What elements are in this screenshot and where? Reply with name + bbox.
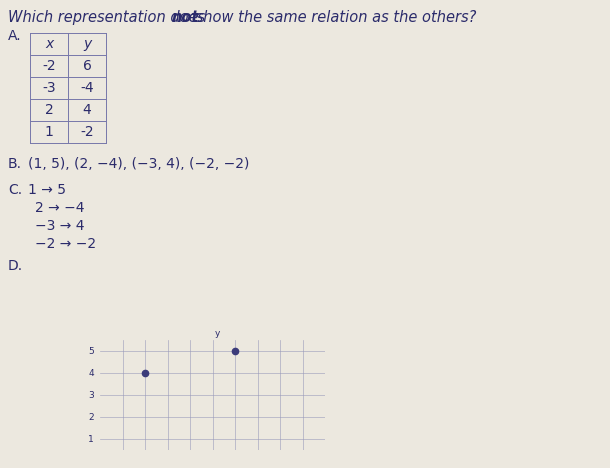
Text: 2: 2: [45, 103, 54, 117]
Text: D.: D.: [8, 259, 23, 273]
Text: x: x: [45, 37, 53, 51]
Text: 6: 6: [82, 59, 92, 73]
Text: -2: -2: [42, 59, 56, 73]
Text: C.: C.: [8, 183, 22, 197]
Text: 2 → −4: 2 → −4: [35, 201, 85, 215]
Text: 1: 1: [45, 125, 54, 139]
Text: B.: B.: [8, 157, 22, 171]
Text: −3 → 4: −3 → 4: [35, 219, 85, 233]
Text: 4: 4: [82, 103, 92, 117]
Text: -4: -4: [80, 81, 94, 95]
Text: -2: -2: [80, 125, 94, 139]
Text: A.: A.: [8, 29, 21, 43]
Text: y: y: [83, 37, 91, 51]
Text: 1 → 5: 1 → 5: [28, 183, 66, 197]
Text: -3: -3: [42, 81, 56, 95]
Text: y: y: [215, 329, 220, 338]
Text: −2 → −2: −2 → −2: [35, 237, 96, 251]
Text: show the same relation as the others?: show the same relation as the others?: [191, 10, 476, 25]
Text: not: not: [172, 10, 199, 25]
Text: (1, 5), (2, −4), (−3, 4), (−2, −2): (1, 5), (2, −4), (−3, 4), (−2, −2): [28, 157, 249, 171]
Text: Which representation does: Which representation does: [8, 10, 210, 25]
